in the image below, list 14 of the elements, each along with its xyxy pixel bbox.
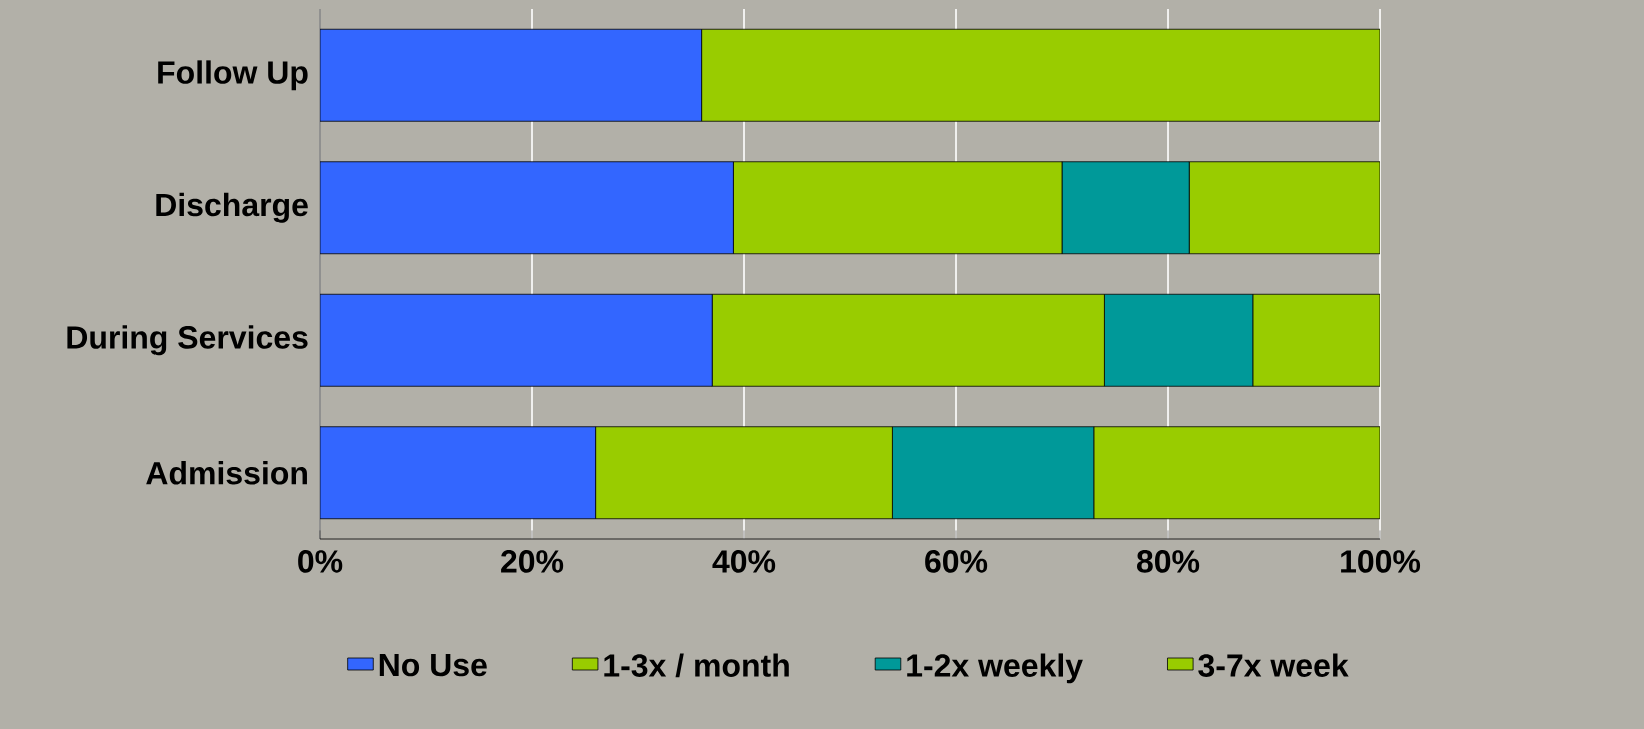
x-tick-label: 80%: [1136, 550, 1200, 573]
legend-label: 1-2x weekly: [907, 653, 1083, 684]
x-tick-label: 60%: [925, 550, 988, 573]
y-tick-label: Admission: [146, 461, 307, 485]
y-tick-label: Discharge: [156, 192, 308, 223]
legend-label: 3-7x week: [1198, 653, 1349, 677]
x-tick-label: 100%: [1341, 550, 1421, 573]
legend-label: No Use: [379, 653, 487, 677]
legend-label: 1-3x / month: [604, 653, 789, 678]
y-tick-label: Follow Up: [158, 60, 308, 91]
y-tick-label: During Services: [67, 325, 308, 356]
x-tick-label: 0%: [298, 550, 343, 573]
x-tick-label: 40%: [712, 550, 776, 573]
x-tick-label: 20%: [501, 550, 564, 573]
